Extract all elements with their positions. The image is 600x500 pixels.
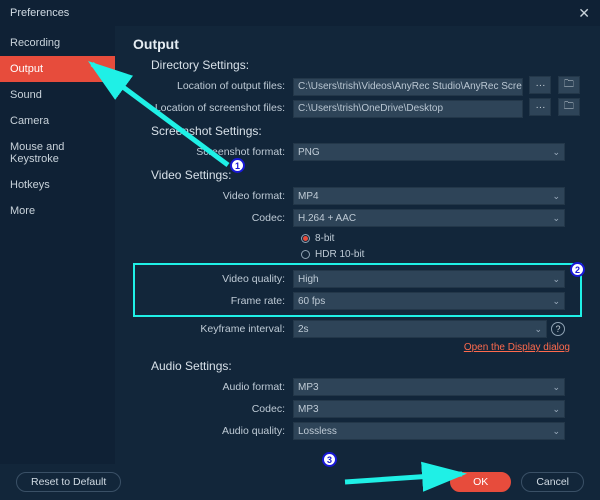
chevron-down-icon: ⌄ (552, 296, 560, 307)
sidebar-item-mouse-keystroke[interactable]: Mouse and Keystroke (0, 134, 115, 172)
keyframe-select[interactable]: 2s ⌄ (293, 320, 547, 338)
video-quality-label: Video quality: (137, 273, 293, 285)
preferences-window: Preferences ✕ Recording Output Sound Cam… (0, 0, 600, 500)
window-title: Preferences (10, 7, 69, 19)
browse-output-icon[interactable]: ··· (529, 76, 551, 94)
ok-button[interactable]: OK (450, 472, 511, 492)
chevron-down-icon: ⌄ (552, 213, 560, 224)
screenshot-path-field[interactable]: C:\Users\trish\OneDrive\Desktop (293, 100, 523, 118)
radio-hdr10[interactable] (301, 250, 310, 259)
sidebar-item-output[interactable]: Output (0, 56, 115, 82)
footer: Reset to Default OK Cancel (0, 464, 600, 500)
annotation-badge-1: 1 (230, 158, 245, 173)
video-codec-label: Codec: (133, 212, 293, 224)
audio-format-label: Audio format: (133, 381, 293, 393)
open-output-folder-icon[interactable]: 🗀 (558, 76, 580, 94)
open-display-dialog-link[interactable]: Open the Display dialog (133, 342, 570, 353)
frame-rate-label: Frame rate: (137, 295, 293, 307)
screenshot-format-label: Screenshot format: (133, 146, 293, 158)
cancel-button[interactable]: Cancel (521, 472, 584, 492)
video-codec-select[interactable]: H.264 + AAC ⌄ (293, 209, 565, 227)
audio-quality-value: Lossless (298, 426, 337, 437)
video-format-select[interactable]: MP4 ⌄ (293, 187, 565, 205)
section-screenshot: Screenshot Settings: (151, 124, 582, 138)
annotation-badge-2: 2 (570, 262, 585, 277)
chevron-down-icon: ⌄ (552, 382, 560, 393)
sidebar-item-more[interactable]: More (0, 198, 115, 224)
audio-codec-label: Codec: (133, 403, 293, 415)
chevron-down-icon: ⌄ (552, 191, 560, 202)
help-icon[interactable]: ? (551, 322, 565, 336)
frame-rate-value: 60 fps (298, 296, 325, 307)
screenshot-format-value: PNG (298, 147, 320, 158)
keyframe-value: 2s (298, 324, 309, 335)
close-icon[interactable]: ✕ (578, 5, 590, 22)
frame-rate-select[interactable]: 60 fps ⌄ (293, 292, 565, 310)
highlight-quality-fps: Video quality: High ⌄ Frame rate: 60 fps… (133, 263, 582, 317)
open-screenshot-folder-icon[interactable]: 🗀 (558, 98, 580, 116)
chevron-down-icon: ⌄ (552, 404, 560, 415)
audio-format-select[interactable]: MP3 ⌄ (293, 378, 565, 396)
radio-8bit-label: 8-bit (315, 233, 334, 244)
video-quality-select[interactable]: High ⌄ (293, 270, 565, 288)
sidebar-item-sound[interactable]: Sound (0, 82, 115, 108)
sidebar-item-hotkeys[interactable]: Hotkeys (0, 172, 115, 198)
sidebar: Recording Output Sound Camera Mouse and … (0, 26, 115, 464)
screenshot-path-label: Location of screenshot files: (133, 102, 293, 114)
titlebar: Preferences ✕ (0, 0, 600, 26)
chevron-down-icon: ⌄ (552, 426, 560, 437)
chevron-down-icon: ⌄ (552, 274, 560, 285)
output-path-label: Location of output files: (133, 80, 293, 92)
keyframe-label: Keyframe interval: (133, 323, 293, 335)
radio-8bit[interactable] (301, 234, 310, 243)
reset-button[interactable]: Reset to Default (16, 472, 121, 492)
main-panel: Output Directory Settings: Location of o… (115, 26, 600, 464)
section-video: Video Settings: (151, 168, 582, 182)
page-title: Output (133, 36, 582, 52)
section-audio: Audio Settings: (151, 359, 582, 373)
video-quality-value: High (298, 274, 319, 285)
audio-quality-select[interactable]: Lossless ⌄ (293, 422, 565, 440)
chevron-down-icon: ⌄ (552, 147, 560, 158)
section-directory: Directory Settings: (151, 58, 582, 72)
video-format-label: Video format: (133, 190, 293, 202)
chevron-down-icon: ⌄ (534, 324, 542, 335)
audio-quality-label: Audio quality: (133, 425, 293, 437)
output-path-field[interactable]: C:\Users\trish\Videos\AnyRec Studio\AnyR… (293, 78, 523, 96)
screenshot-format-select[interactable]: PNG ⌄ (293, 143, 565, 161)
audio-format-value: MP3 (298, 382, 319, 393)
audio-codec-value: MP3 (298, 404, 319, 415)
sidebar-item-recording[interactable]: Recording (0, 30, 115, 56)
radio-hdr10-label: HDR 10-bit (315, 249, 364, 260)
sidebar-item-camera[interactable]: Camera (0, 108, 115, 134)
browse-screenshot-icon[interactable]: ··· (529, 98, 551, 116)
audio-codec-select[interactable]: MP3 ⌄ (293, 400, 565, 418)
video-codec-value: H.264 + AAC (298, 213, 356, 224)
annotation-badge-3: 3 (322, 452, 337, 467)
video-format-value: MP4 (298, 191, 319, 202)
